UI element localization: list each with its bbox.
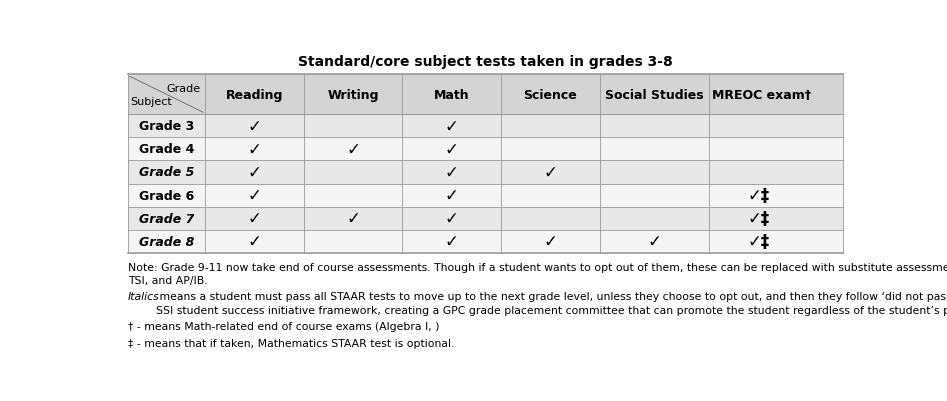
Bar [128,75,843,115]
Text: ✓: ✓ [346,210,360,228]
Text: ✓: ✓ [544,164,558,182]
Text: ✓‡: ✓‡ [747,186,769,205]
Text: Science: Science [524,89,578,101]
Text: means a student must pass all STAAR tests to move up to the next grade level, un: means a student must pass all STAAR test… [155,292,947,315]
Text: Social Studies: Social Studies [605,89,704,101]
Text: ✓: ✓ [445,233,458,251]
Text: ✓: ✓ [247,233,261,251]
Text: ✓: ✓ [647,233,661,251]
Text: Grade 6: Grade 6 [138,189,194,202]
Text: ✓: ✓ [247,117,261,136]
Bar [128,184,843,207]
Text: Reading: Reading [225,89,283,101]
Text: ✓‡: ✓‡ [747,210,769,228]
Text: ‡ - means that if taken, Mathematics STAAR test is optional.: ‡ - means that if taken, Mathematics STA… [128,338,454,348]
Text: Grade 8: Grade 8 [138,235,194,248]
Text: ✓: ✓ [445,117,458,136]
Text: ✓: ✓ [247,186,261,205]
Bar [128,230,843,253]
Text: Writing: Writing [328,89,379,101]
Bar [128,138,843,161]
Text: ✓‡: ✓‡ [747,233,769,251]
Text: ✓: ✓ [247,140,261,158]
Text: Note: Grade 9-11 now take end of course assessments. Though if a student wants t: Note: Grade 9-11 now take end of course … [128,262,947,286]
Text: Math: Math [434,89,470,101]
Text: ✓: ✓ [247,164,261,182]
Text: ✓: ✓ [445,140,458,158]
Text: Grade 7: Grade 7 [138,212,194,225]
Text: ✓: ✓ [445,186,458,205]
Text: Grade: Grade [167,84,201,94]
Bar [128,115,843,138]
Text: † - means Math-related end of course exams (Algebra I, ): † - means Math-related end of course exa… [128,321,439,331]
Text: Italics: Italics [128,292,159,302]
Text: ✓: ✓ [346,140,360,158]
Text: Grade 4: Grade 4 [138,143,194,156]
Text: ✓: ✓ [544,233,558,251]
Text: ✓: ✓ [445,164,458,182]
Text: Grade 3: Grade 3 [138,120,194,133]
Text: MREOC exam†: MREOC exam† [712,89,811,101]
Text: ✓: ✓ [247,210,261,228]
Bar [128,161,843,184]
Text: Subject: Subject [130,97,171,107]
Text: Grade 5: Grade 5 [138,166,194,179]
Text: ✓: ✓ [445,210,458,228]
Bar [128,207,843,230]
Text: Standard/core subject tests taken in grades 3-8: Standard/core subject tests taken in gra… [298,55,672,69]
